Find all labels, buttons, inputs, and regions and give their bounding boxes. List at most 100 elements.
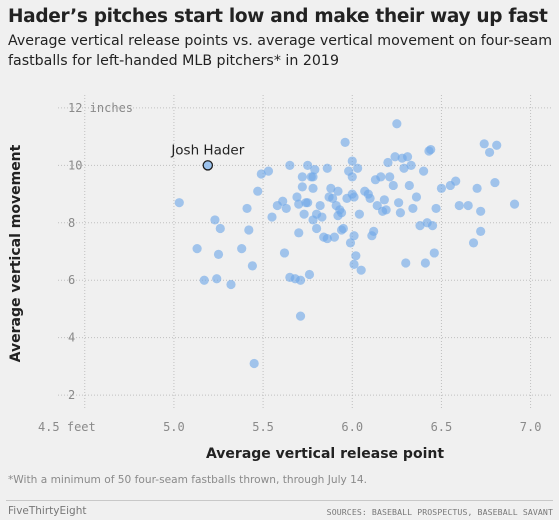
brand-label: FiveThirtyEight [8,505,87,517]
data-point [351,251,361,261]
data-point [299,209,309,219]
data-point [338,223,348,234]
data-point [267,212,277,222]
data-point [256,169,266,179]
x-tick-label: 5.0 [163,420,185,434]
data-point [349,231,359,241]
data-points [174,119,520,369]
data-point [379,195,389,205]
data-point [210,215,220,225]
gridlines [58,95,552,408]
data-point [402,152,413,162]
data-point [304,269,315,280]
y-tick-label: 6 [68,273,75,287]
data-point [476,226,486,236]
data-point [215,223,225,234]
data-point [281,203,291,214]
data-point [345,238,356,248]
data-point [247,261,257,271]
y-axis-label: Average vertical movement [8,144,24,362]
data-point [492,140,502,150]
data-point [479,139,489,149]
data-point [333,186,343,196]
sources-label: SOURCES: BASEBALL PROSPECTUS, BASEBALL S… [326,507,553,517]
chart-subtitle: Average vertical release points vs. aver… [8,33,553,69]
x-tick-label: 6.5 [431,420,453,434]
data-point [253,186,263,196]
data-point [390,152,400,162]
data-point [411,192,422,202]
data-point [297,172,307,182]
data-point [356,265,366,275]
tick-labels: 2 4 6 8 10 12 inches 4.5 feet 5.0 5.5 6.0 6.5 7.0 [38,101,541,434]
data-point [392,119,402,129]
data-point [212,274,222,284]
data-point [317,212,327,222]
data-point [406,160,416,170]
axis-labels: Average vertical release point Average ve… [8,144,444,462]
data-point [349,192,359,202]
x-tick-label: 6.0 [341,420,363,434]
data-point [490,177,500,188]
data-point [237,244,247,254]
data-point [303,198,313,208]
data-point [436,183,447,193]
data-point [244,225,254,235]
data-point [295,311,306,321]
x-tick-label: 5.5 [252,420,274,434]
data-point [415,221,425,231]
annotations: Josh Hader [170,142,245,171]
data-point [322,163,332,173]
data-point [365,193,375,203]
y-tick-label: 12 inches [68,101,133,115]
data-point [399,163,409,173]
x-tick-label: 4.5 feet [38,420,96,434]
data-point [295,275,306,285]
highlight-point [202,160,214,171]
data-point [249,358,259,369]
data-point [308,183,318,193]
highlight-label: Josh Hader [170,142,244,158]
data-point [199,275,209,285]
data-point [242,203,252,214]
data-point [476,206,486,216]
data-point [431,203,441,214]
data-point [484,147,495,158]
y-tick-label: 8 [68,216,75,230]
data-point [294,228,304,238]
data-point [472,183,482,193]
x-axis-label: Average vertical release point [206,446,444,462]
data-point [213,249,224,259]
data-point [468,238,479,248]
data-point [226,279,236,290]
data-point [329,232,340,242]
data-point [336,208,347,218]
data-point [315,200,325,211]
y-tick-label: 10 [68,158,82,172]
data-point [427,221,438,231]
data-point [383,157,393,168]
data-point [340,137,350,147]
data-point [297,182,307,192]
data-point [279,248,290,258]
chart-title: Hader’s pitches start low and make their… [8,6,548,27]
data-point [310,165,320,175]
data-point [354,209,364,219]
data-point [328,193,338,203]
data-point [429,248,439,258]
data-point [420,258,430,268]
data-point [395,208,406,218]
data-point [385,172,395,182]
data-point [278,196,288,206]
data-point [347,172,357,182]
data-point [263,166,274,176]
data-point [347,156,357,166]
y-tick-label: 4 [68,331,75,345]
data-point [404,180,414,191]
data-point [426,144,436,155]
data-point [308,172,318,182]
data-point [408,203,418,214]
data-point [401,258,411,268]
data-point [418,166,429,176]
data-point [311,223,322,234]
